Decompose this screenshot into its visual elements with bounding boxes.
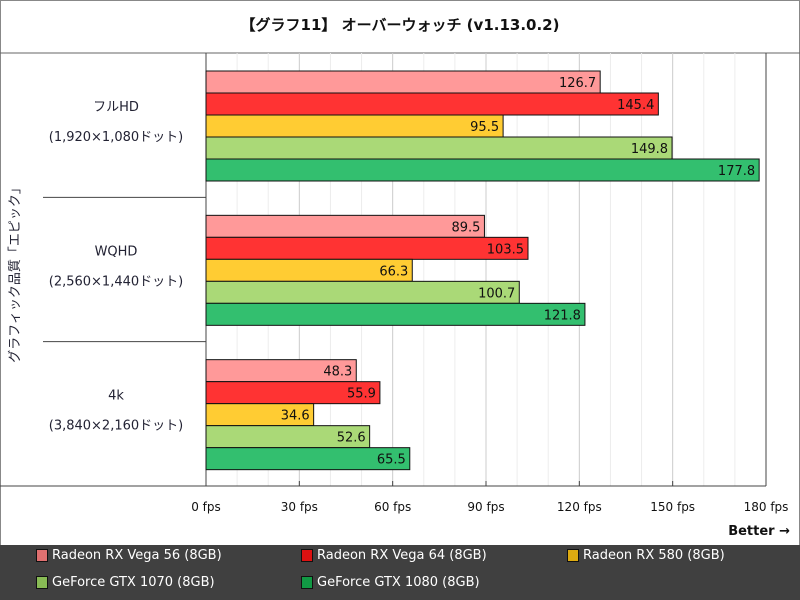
x-tick-label: 180 fps bbox=[744, 500, 789, 514]
bar-value-label: 65.5 bbox=[377, 453, 406, 468]
bar-value-label: 52.6 bbox=[337, 431, 366, 446]
x-tick-label: 30 fps bbox=[281, 500, 318, 514]
bar-value-label: 89.5 bbox=[451, 220, 480, 235]
legend-swatch bbox=[36, 576, 48, 589]
bar-value-label: 48.3 bbox=[323, 365, 352, 380]
bar-value-label: 126.7 bbox=[559, 76, 596, 91]
bar bbox=[205, 92, 659, 116]
legend-label: Radeon RX Vega 56 (8GB) bbox=[52, 548, 222, 563]
legend-item: Radeon RX 580 (8GB) bbox=[567, 548, 725, 563]
x-tick-label: 150 fps bbox=[650, 500, 695, 514]
bar-value-label: 66.3 bbox=[379, 264, 408, 279]
bar-value-label: 103.5 bbox=[487, 242, 524, 257]
x-tick-label: 120 fps bbox=[557, 500, 602, 514]
bar bbox=[205, 114, 504, 138]
x-tick-label: 90 fps bbox=[467, 500, 504, 514]
legend-item: Radeon RX Vega 64 (8GB) bbox=[301, 548, 487, 563]
category-label: WQHD bbox=[95, 244, 138, 259]
y-axis-label: グラフィック品質「エピック」 bbox=[8, 181, 23, 363]
bar bbox=[205, 70, 601, 94]
category-sublabel: (1,920×1,080ドット) bbox=[49, 130, 183, 145]
legend-label: Radeon RX Vega 64 (8GB) bbox=[317, 548, 487, 563]
bar-value-label: 177.8 bbox=[718, 164, 755, 179]
bar bbox=[205, 158, 760, 182]
category-label: 4k bbox=[108, 389, 124, 404]
bar-value-label: 100.7 bbox=[478, 286, 515, 301]
x-tick-label: 60 fps bbox=[374, 500, 411, 514]
legend: Radeon RX Vega 56 (8GB) Radeon RX Vega 64… bbox=[0, 545, 800, 600]
legend-item: GeForce GTX 1070 (8GB) bbox=[36, 575, 215, 590]
legend-label: Radeon RX 580 (8GB) bbox=[583, 548, 725, 563]
category-sublabel: (2,560×1,440ドット) bbox=[49, 274, 183, 289]
legend-item: Radeon RX Vega 56 (8GB) bbox=[36, 548, 222, 563]
legend-swatch bbox=[301, 576, 313, 589]
x-axis-label: Better → bbox=[728, 524, 790, 539]
bar bbox=[205, 447, 411, 471]
legend-label: GeForce GTX 1070 (8GB) bbox=[52, 575, 215, 590]
bar-value-label: 34.6 bbox=[281, 409, 310, 424]
chart-title: 【グラフ11】 オーバーウォッチ (v1.13.0.2) bbox=[240, 16, 560, 34]
bar bbox=[205, 280, 520, 304]
bar bbox=[205, 214, 485, 238]
bar bbox=[205, 136, 673, 160]
category-sublabel: (3,840×2,160ドット) bbox=[49, 419, 183, 434]
bar-value-label: 121.8 bbox=[544, 308, 581, 323]
category-label: フルHD bbox=[93, 100, 139, 115]
x-tick-label: 0 fps bbox=[191, 500, 221, 514]
bar-value-label: 55.9 bbox=[347, 387, 376, 402]
bar bbox=[205, 302, 586, 326]
bar-value-label: 95.5 bbox=[470, 120, 499, 135]
legend-swatch bbox=[567, 549, 579, 562]
legend-item: GeForce GTX 1080 (8GB) bbox=[301, 575, 480, 590]
legend-swatch bbox=[36, 549, 48, 562]
bar-value-label: 149.8 bbox=[631, 142, 668, 157]
bar-value-label: 145.4 bbox=[617, 98, 654, 113]
legend-swatch bbox=[301, 549, 313, 562]
bar bbox=[205, 236, 529, 260]
bar-chart: 0 fps 30 fps 60 fps 90 fps 120 fps 150 fps 180… bbox=[0, 52, 800, 539]
legend-label: GeForce GTX 1080 (8GB) bbox=[317, 575, 480, 590]
